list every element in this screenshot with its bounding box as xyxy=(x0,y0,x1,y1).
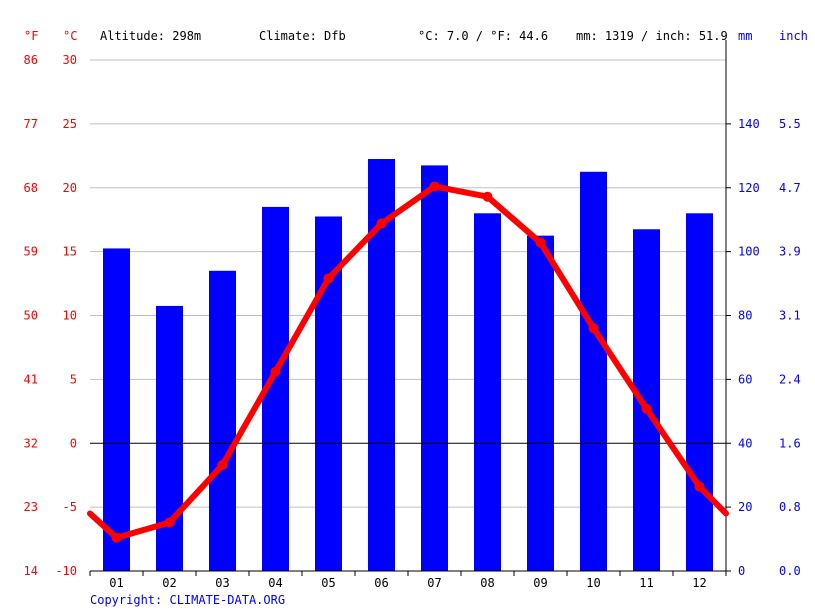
precipitation-bar xyxy=(474,213,501,572)
fahrenheit-tick-label: 41 xyxy=(24,372,38,386)
celsius-tick-label: -10 xyxy=(55,564,77,578)
climate-label: Climate: Dfb xyxy=(259,29,346,43)
temperature-line xyxy=(87,181,729,543)
month-tick-label: 04 xyxy=(268,576,282,590)
inch-tick-label: 0.0 xyxy=(779,564,801,578)
fahrenheit-tick-label: 50 xyxy=(24,309,38,323)
month-tick-label: 03 xyxy=(215,576,229,590)
precipitation-bar xyxy=(580,171,607,571)
inch-tick-label: 3.1 xyxy=(779,309,801,323)
inch-tick-label: 1.6 xyxy=(779,436,801,450)
unit-inch-label: inch xyxy=(779,29,808,43)
month-tick-label: 10 xyxy=(586,576,600,590)
temperature-point xyxy=(588,323,599,334)
copyright-text: Copyright: CLIMATE-DATA.ORG xyxy=(90,593,285,607)
month-tick-label: 01 xyxy=(109,576,123,590)
mm-tick-label: 120 xyxy=(738,181,760,195)
grid-lines xyxy=(90,59,726,572)
total-precipitation-label: mm: 1319 / inch: 51.9 xyxy=(576,29,728,43)
inch-tick-label: 5.5 xyxy=(779,117,801,131)
mm-tick-label: 100 xyxy=(738,245,760,259)
inch-tick-label: 0.8 xyxy=(779,500,801,514)
temperature-point xyxy=(270,366,281,377)
temperature-point xyxy=(323,273,334,284)
temperature-point xyxy=(111,532,122,543)
mm-tick-label: 60 xyxy=(738,372,752,386)
mm-tick-label: 20 xyxy=(738,500,752,514)
fahrenheit-tick-label: 86 xyxy=(24,53,38,67)
temperature-point xyxy=(535,237,546,248)
precipitation-bar xyxy=(103,248,130,571)
temperature-point xyxy=(429,181,440,192)
axes xyxy=(89,40,731,576)
celsius-tick-label: 5 xyxy=(70,372,77,386)
fahrenheit-tick-label: 14 xyxy=(24,564,38,578)
mm-tick-label: 80 xyxy=(738,309,752,323)
month-tick-label: 07 xyxy=(427,576,441,590)
inch-tick-label: 2.4 xyxy=(779,372,801,386)
temperature-point xyxy=(641,403,652,414)
inch-tick-label: 3.9 xyxy=(779,245,801,259)
celsius-tick-label: 10 xyxy=(63,309,77,323)
precipitation-bar xyxy=(686,213,713,572)
inch-tick-label: 4.7 xyxy=(779,181,801,195)
month-tick-label: 02 xyxy=(162,576,176,590)
month-tick-label: 06 xyxy=(374,576,388,590)
celsius-tick-label: -5 xyxy=(63,500,77,514)
month-tick-label: 12 xyxy=(692,576,706,590)
temperature-point xyxy=(217,459,228,470)
precipitation-bar xyxy=(527,235,554,571)
celsius-tick-label: 20 xyxy=(63,181,77,195)
fahrenheit-tick-label: 59 xyxy=(24,245,38,259)
celsius-tick-label: 30 xyxy=(63,53,77,67)
unit-mm-label: mm xyxy=(738,29,752,43)
precipitation-bar xyxy=(421,165,448,572)
temperature-point xyxy=(164,517,175,528)
mm-tick-label: 140 xyxy=(738,117,760,131)
temperature-point xyxy=(482,191,493,202)
unit-celsius-label: °C xyxy=(63,29,77,43)
precipitation-bar xyxy=(209,270,236,571)
precipitation-bar xyxy=(156,305,183,571)
fahrenheit-tick-label: 68 xyxy=(24,181,38,195)
temperature-point xyxy=(694,481,705,492)
mm-tick-label: 40 xyxy=(738,436,752,450)
altitude-label: Altitude: 298m xyxy=(100,29,201,43)
celsius-tick-label: 15 xyxy=(63,245,77,259)
mm-tick-label: 0 xyxy=(738,564,745,578)
average-temperature-label: °C: 7.0 / °F: 44.6 xyxy=(418,29,548,43)
fahrenheit-tick-label: 77 xyxy=(24,117,38,131)
precipitation-bar xyxy=(633,229,660,572)
temperature-polyline xyxy=(87,183,729,541)
month-tick-label: 05 xyxy=(321,576,335,590)
month-tick-label: 09 xyxy=(533,576,547,590)
fahrenheit-tick-label: 23 xyxy=(24,500,38,514)
celsius-tick-label: 25 xyxy=(63,117,77,131)
tick-labels: 867768595041322314302520151050-5-1014012… xyxy=(24,53,801,590)
month-tick-label: 08 xyxy=(480,576,494,590)
precipitation-bars xyxy=(103,159,713,572)
month-tick-label: 11 xyxy=(639,576,653,590)
temperature-point xyxy=(376,218,387,229)
unit-fahrenheit-label: °F xyxy=(24,29,38,43)
fahrenheit-tick-label: 32 xyxy=(24,436,38,450)
celsius-tick-label: 0 xyxy=(70,436,77,450)
